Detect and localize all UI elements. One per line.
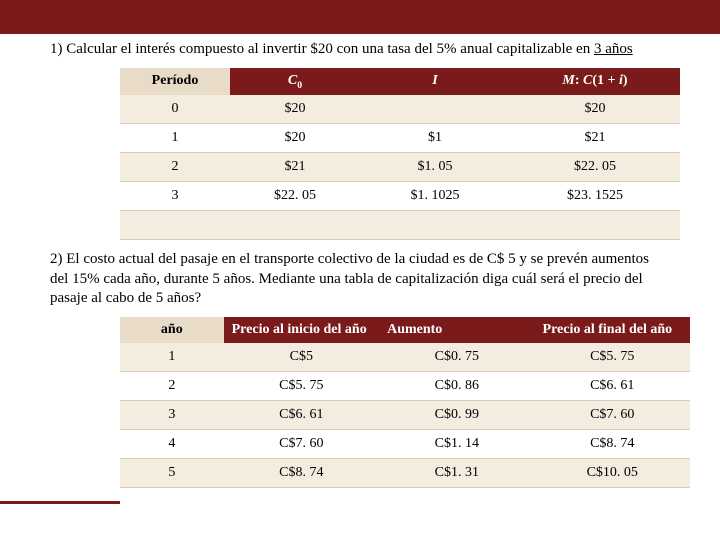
- cell: C$0. 99: [379, 400, 534, 429]
- cell: 4: [120, 429, 224, 458]
- cell: $21: [510, 124, 680, 153]
- cell: C$8. 74: [224, 458, 379, 487]
- cell: 2: [120, 153, 230, 182]
- table-row: 1 $20 $1 $21: [120, 124, 680, 153]
- cell: $23. 1525: [510, 182, 680, 211]
- cell: $1: [360, 124, 510, 153]
- th-price-end: Precio al final del año: [535, 317, 690, 343]
- th-price-start: Precio al inicio del año: [224, 317, 379, 343]
- table-row: 2 $21 $1. 05 $22. 05: [120, 153, 680, 182]
- cell: C$5. 75: [224, 371, 379, 400]
- cell: 5: [120, 458, 224, 487]
- cell: $20: [510, 95, 680, 124]
- problem1-underlined: 3 años: [594, 41, 633, 57]
- cell: 1: [120, 124, 230, 153]
- table-row: [120, 211, 680, 240]
- cell: [120, 211, 230, 240]
- content-area: 1) Calcular el interés compuesto al inve…: [0, 34, 720, 488]
- cell: 0: [120, 95, 230, 124]
- cell: C$1. 31: [379, 458, 534, 487]
- cell: C$7. 60: [535, 400, 690, 429]
- table-row: 2 C$5. 75 C$0. 86 C$6. 61: [120, 371, 690, 400]
- table-row: 3 C$6. 61 C$0. 99 C$7. 60: [120, 400, 690, 429]
- cell: [230, 211, 360, 240]
- cell: C$10. 05: [535, 458, 690, 487]
- th-c0: C0: [230, 68, 360, 96]
- cell: $22. 05: [230, 182, 360, 211]
- problem1-text: 1) Calcular el interés compuesto al inve…: [50, 40, 670, 60]
- table-row: 3 $22. 05 $1. 1025 $23. 1525: [120, 182, 680, 211]
- th-m: M: C(1 + i): [510, 68, 680, 96]
- cell: [360, 95, 510, 124]
- cell: [510, 211, 680, 240]
- cell: C$7. 60: [224, 429, 379, 458]
- table1-body: 0 $20 $20 1 $20 $1 $21 2 $21 $1. 05 $22.…: [120, 95, 680, 240]
- cell: C$6. 61: [535, 371, 690, 400]
- cell: $22. 05: [510, 153, 680, 182]
- problem1-prefix: 1) Calcular el interés compuesto al inve…: [50, 41, 594, 57]
- problem2-text: 2) El costo actual del pasaje en el tran…: [50, 250, 670, 309]
- cell: C$6. 61: [224, 400, 379, 429]
- cell: 2: [120, 371, 224, 400]
- cell: $20: [230, 95, 360, 124]
- cell: $1. 1025: [360, 182, 510, 211]
- table-row: 1 C$5 C$0. 75 C$5. 75: [120, 343, 690, 372]
- cell: C$0. 86: [379, 371, 534, 400]
- cell: C$5. 75: [535, 343, 690, 372]
- cell: C$5: [224, 343, 379, 372]
- th-increase: Aumento: [379, 317, 534, 343]
- table-row: 4 C$7. 60 C$1. 14 C$8. 74: [120, 429, 690, 458]
- th-period: Período: [120, 68, 230, 96]
- cell: $20: [230, 124, 360, 153]
- table-row: 5 C$8. 74 C$1. 31 C$10. 05: [120, 458, 690, 487]
- table2-body: 1 C$5 C$0. 75 C$5. 75 2 C$5. 75 C$0. 86 …: [120, 343, 690, 488]
- cell: 3: [120, 400, 224, 429]
- cell: $21: [230, 153, 360, 182]
- cell: 3: [120, 182, 230, 211]
- cell: [360, 211, 510, 240]
- table1: Período C0 I M: C(1 + i) 0 $20 $20 1 $20…: [120, 68, 680, 241]
- table1-header-row: Período C0 I M: C(1 + i): [120, 68, 680, 96]
- bottom-accent-bar: [0, 501, 120, 504]
- cell: 1: [120, 343, 224, 372]
- table-row: 0 $20 $20: [120, 95, 680, 124]
- table2: año Precio al inicio del año Aumento Pre…: [120, 317, 690, 488]
- cell: $1. 05: [360, 153, 510, 182]
- table2-header-row: año Precio al inicio del año Aumento Pre…: [120, 317, 690, 343]
- cell: C$8. 74: [535, 429, 690, 458]
- cell: C$1. 14: [379, 429, 534, 458]
- cell: C$0. 75: [379, 343, 534, 372]
- top-brand-bar: [0, 0, 720, 34]
- th-i: I: [360, 68, 510, 96]
- th-year: año: [120, 317, 224, 343]
